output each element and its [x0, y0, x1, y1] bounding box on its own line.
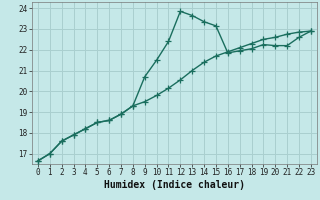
X-axis label: Humidex (Indice chaleur): Humidex (Indice chaleur): [104, 180, 245, 190]
